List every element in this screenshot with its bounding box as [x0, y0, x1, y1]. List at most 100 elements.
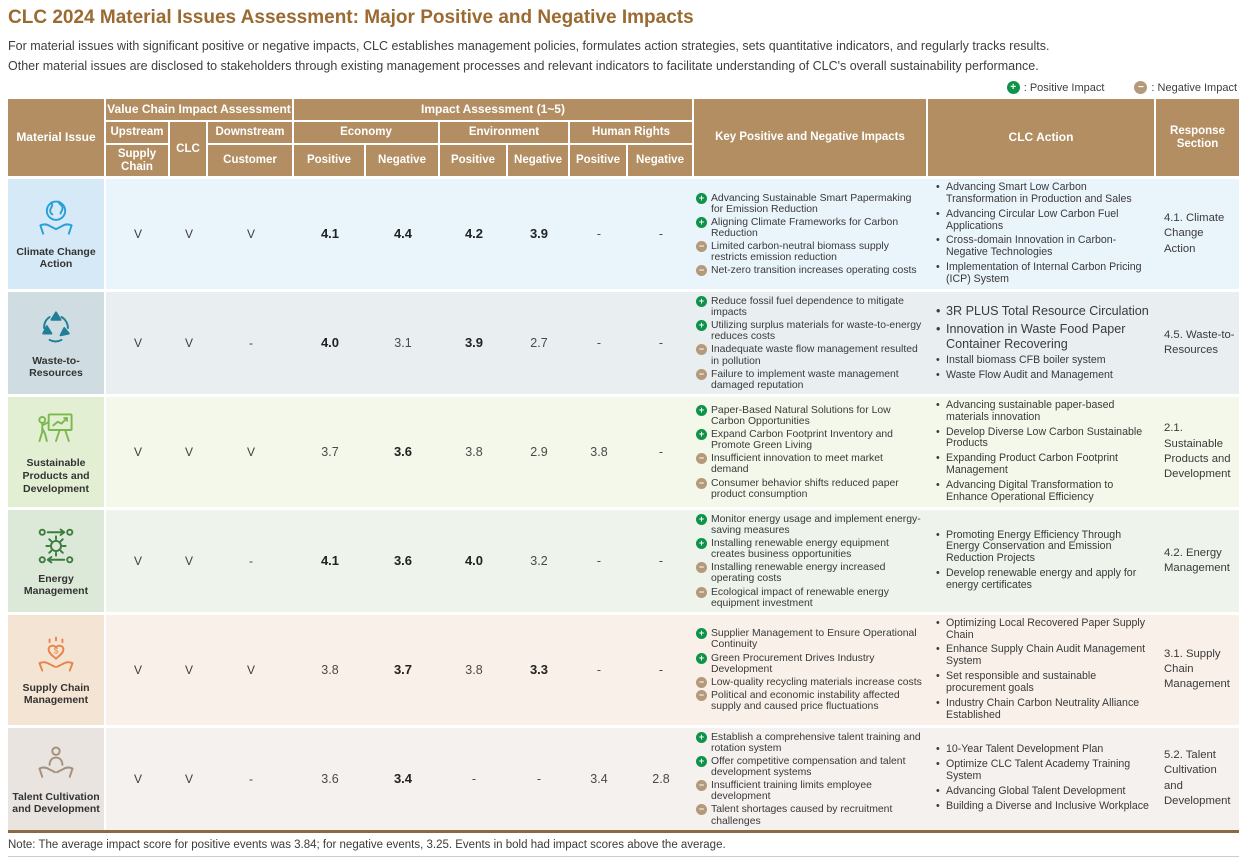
- header-downstream: Downstream: [208, 122, 292, 143]
- environment-negative-score: 2.7: [530, 335, 548, 350]
- positive-impact-icon: +: [696, 652, 707, 664]
- clc-action-item: Expanding Product Carbon Footprint Manag…: [936, 452, 1152, 477]
- header-customer: Customer: [208, 145, 292, 176]
- row-band: V V V 3.8 3.7 3.8 3.3 - - + Supplier Mana…: [106, 614, 1239, 725]
- material-issue-row: Climate Change Action V V V 4.1 4.4 4.2 …: [8, 179, 1239, 289]
- negative-impact-icon: −: [696, 562, 707, 574]
- impact-list: + Advancing Sustainable Smart Papermaking…: [696, 192, 922, 277]
- upstream-mark: V: [133, 771, 142, 786]
- economy-negative-score: 3.6: [393, 444, 413, 460]
- impact-item: − Political and economic instability affe…: [696, 689, 922, 712]
- header-environment-positive: Positive: [440, 145, 506, 176]
- impact-item: + Reduce fossil fuel dependence to mitiga…: [696, 295, 922, 318]
- upstream-mark: V: [133, 226, 142, 241]
- human-rights-positive-score: 3.8: [590, 444, 608, 459]
- positive-impact-icon: +: [696, 295, 707, 307]
- clc-mark: V: [184, 662, 193, 677]
- environment-positive-score: 3.8: [465, 662, 483, 677]
- negative-impact-icon: −: [696, 265, 707, 277]
- environment-negative-score: 3.9: [529, 226, 549, 242]
- impact-list: + Paper-Based Natural Solutions for Low C…: [696, 404, 922, 500]
- material-issue-tile: Climate Change Action: [8, 179, 104, 289]
- growth-presentation-icon: [33, 408, 79, 452]
- material-issue-tile: $ Supply Chain Management: [8, 614, 104, 725]
- impact-item: − Failure to implement waste management d…: [696, 368, 922, 391]
- material-issue-label: Sustainable Products and Development: [22, 457, 90, 495]
- impact-text: Installing renewable energy increased op…: [711, 562, 886, 585]
- impact-text: Offer competitive compensation and talen…: [711, 755, 906, 778]
- header-environment-negative: Negative: [508, 145, 568, 176]
- action-list: Promoting Energy Efficiency Through Ener…: [936, 529, 1152, 592]
- clc-action-item: Waste Flow Audit and Management: [936, 369, 1152, 382]
- row-band: V V - 3.6 3.4 - - 3.4 2.8 + Establish a c…: [106, 727, 1239, 830]
- impact-text: Installing renewable energy equipment cr…: [711, 538, 889, 561]
- economy-negative-score: 3.6: [393, 553, 413, 569]
- material-issue-row: Talent Cultivation and Development V V -…: [8, 727, 1239, 830]
- negative-impact-icon: −: [696, 689, 707, 701]
- human-rights-negative-score: -: [658, 335, 664, 350]
- impact-list: + Establish a comprehensive talent traini…: [696, 731, 922, 827]
- impact-text: Reduce fossil fuel dependence to mitigat…: [711, 295, 904, 318]
- clc-action-item: Advancing sustainable paper-based materi…: [936, 399, 1152, 424]
- action-list: Optimizing Local Recovered Paper Supply …: [936, 617, 1152, 722]
- svg-text:$: $: [54, 646, 59, 655]
- material-issue-row: Waste-to-Resources V V - 4.0 3.1 3.9 2.7…: [8, 291, 1239, 394]
- clc-action-item: Set responsible and sustainable procurem…: [936, 670, 1152, 695]
- material-issue-label: Waste-to-Resources: [29, 354, 83, 380]
- clc-action-item: Implementation of Internal Carbon Pricin…: [936, 261, 1152, 286]
- human-rights-negative-score: -: [658, 553, 664, 568]
- legend-negative: − : Negative Impact: [1134, 81, 1237, 94]
- human-rights-positive-score: -: [596, 226, 602, 241]
- action-list: 10-Year Talent Development PlanOptimize …: [936, 744, 1152, 813]
- response-section-cell: 4.5. Waste-to-Resources: [1164, 328, 1235, 356]
- impact-item: + Expand Carbon Footprint Inventory and P…: [696, 429, 922, 451]
- impact-text: Advancing Sustainable Smart Papermaking …: [711, 192, 912, 215]
- footnote: Note: The average impact score for posit…: [8, 839, 1239, 857]
- clc-action-cell: 3R PLUS Total Resource Circulation Innova…: [928, 301, 1156, 385]
- material-issue-tile: Talent Cultivation and Development: [8, 727, 104, 830]
- economy-negative-score: 4.4: [393, 226, 413, 242]
- hands-person-icon: [33, 742, 79, 786]
- impact-text: Failure to implement waste management da…: [711, 368, 899, 391]
- impact-list: + Reduce fossil fuel dependence to mitiga…: [696, 295, 922, 391]
- material-issue-row: Energy Management V V - 4.1 3.6 4.0 3.2 …: [8, 509, 1239, 612]
- impact-item: − Ecological impact of renewable energy e…: [696, 586, 922, 609]
- response-section-cell: 5.2. Talent Cultivation and Development: [1164, 749, 1231, 807]
- clc-action-item: Promoting Energy Efficiency Through Ener…: [936, 529, 1152, 566]
- economy-positive-score: 3.6: [321, 771, 339, 786]
- header-human-rights: Human Rights: [570, 122, 692, 143]
- material-issue-tile: Sustainable Products and Development: [8, 396, 104, 507]
- header-environment: Environment: [440, 122, 568, 143]
- human-rights-negative-score: -: [658, 444, 664, 459]
- clc-mark: V: [184, 771, 193, 786]
- upstream-mark: V: [133, 553, 142, 568]
- clc-mark: V: [184, 226, 193, 241]
- upstream-mark: V: [133, 662, 142, 677]
- key-impacts-cell: + Monitor energy usage and implement ener…: [694, 510, 928, 612]
- intro-line-1: For material issues with significant pos…: [8, 39, 1050, 53]
- impact-item: + Paper-Based Natural Solutions for Low C…: [696, 404, 922, 427]
- impact-text: Supplier Management to Ensure Operationa…: [711, 628, 917, 651]
- economy-negative-score: 3.1: [394, 335, 412, 350]
- human-rights-negative-score: 2.8: [652, 771, 670, 786]
- clc-action-cell: Advancing sustainable paper-based materi…: [928, 397, 1156, 507]
- impact-text: Expand Carbon Footprint Inventory and Pr…: [711, 429, 893, 452]
- impact-item: + Offer competitive compensation and tale…: [696, 755, 922, 778]
- material-issue-row: Sustainable Products and Development V V…: [8, 396, 1239, 507]
- hands-heart-dollar-icon: $: [33, 633, 79, 677]
- header-key-impacts: Key Positive and Negative Impacts: [694, 99, 926, 176]
- impact-text: Talent shortages caused by recruitment c…: [711, 804, 893, 827]
- impact-text: Establish a comprehensive talent trainin…: [711, 731, 921, 754]
- header-human-rights-negative: Negative: [628, 145, 692, 176]
- clc-action-item: Install biomass CFB boiler system: [936, 354, 1152, 367]
- economy-positive-score: 3.7: [321, 444, 339, 459]
- header-clc-action: CLC Action: [928, 99, 1154, 176]
- environment-negative-score: -: [536, 771, 542, 786]
- impact-text: Utilizing surplus materials for waste-to…: [711, 320, 922, 343]
- negative-impact-icon: −: [696, 344, 707, 356]
- impact-text: Low-quality recycling materials increase…: [711, 676, 922, 688]
- environment-negative-score: 3.3: [529, 662, 549, 678]
- environment-negative-score: 3.2: [530, 553, 548, 568]
- clc-action-item: Building a Diverse and Inclusive Workpla…: [936, 800, 1152, 813]
- impact-text: Insufficient training limits employee de…: [711, 780, 872, 803]
